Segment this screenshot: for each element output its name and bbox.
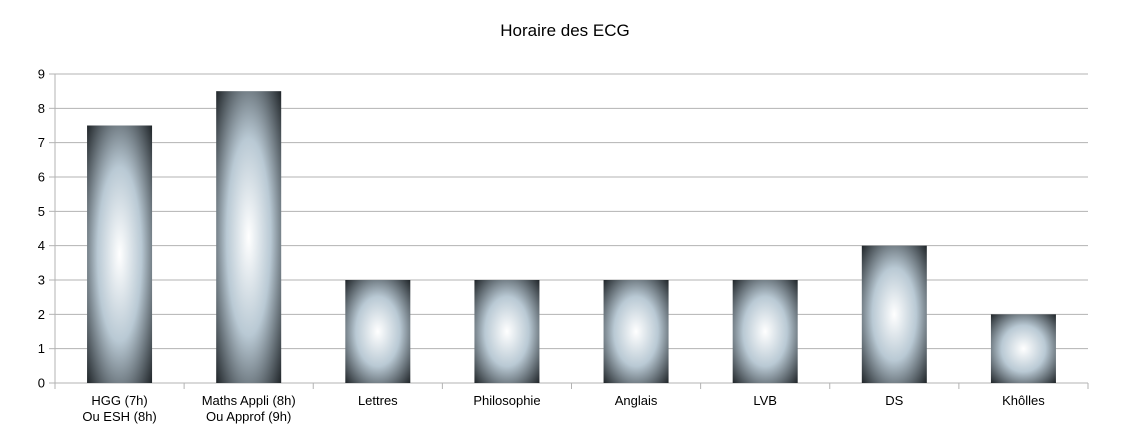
y-tick-label: 9	[38, 67, 45, 82]
x-category-label: HGG (7h) Ou ESH (8h)	[82, 393, 156, 424]
x-category-label: Lettres	[358, 393, 398, 408]
y-tick-label: 0	[38, 376, 45, 391]
y-tick-label: 8	[38, 101, 45, 116]
y-tick-label: 5	[38, 204, 45, 219]
bar	[216, 91, 282, 384]
x-category-label: Philosophie	[473, 393, 540, 408]
bar	[990, 314, 1056, 383]
x-category-label: DS	[885, 393, 903, 408]
x-category-label: Khôlles	[1002, 393, 1045, 408]
y-axis-ticks: 0 1 2 3 4 5 6 7 8 9	[38, 67, 45, 391]
x-axis-labels: HGG (7h) Ou ESH (8h) Maths Appli (8h) Ou Ap…	[82, 393, 1045, 424]
bar	[603, 280, 669, 383]
y-tick-label: 4	[38, 238, 45, 253]
bar	[732, 280, 798, 383]
y-tick-label: 2	[38, 307, 45, 322]
x-category-label: Anglais	[615, 393, 658, 408]
bar	[345, 280, 411, 383]
bar	[861, 245, 927, 383]
gridlines	[49, 73, 1089, 389]
bar	[87, 125, 153, 383]
y-tick-label: 1	[38, 341, 45, 356]
chart-title: Horaire des ECG	[500, 21, 629, 40]
bars	[87, 91, 1056, 384]
y-tick-label: 7	[38, 135, 45, 150]
bar	[474, 280, 540, 383]
y-tick-label: 6	[38, 170, 45, 185]
y-tick-label: 3	[38, 273, 45, 288]
x-category-label: Maths Appli (8h) Ou Approf (9h)	[202, 393, 296, 424]
x-category-label: LVB	[753, 393, 777, 408]
